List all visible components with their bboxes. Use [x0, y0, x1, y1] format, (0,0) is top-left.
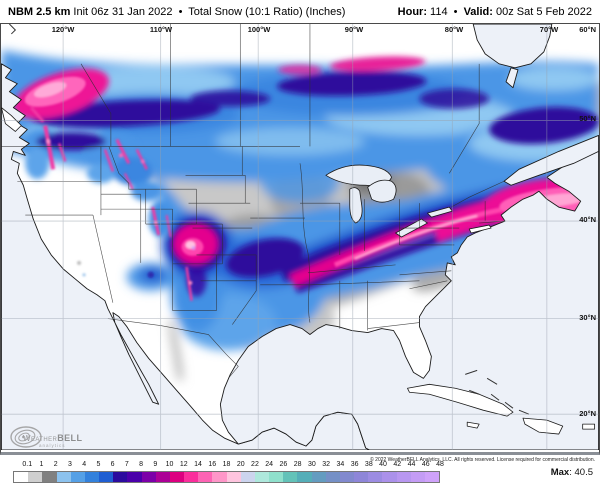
- legend-tick-label: 10: [165, 461, 174, 468]
- title-left: NBM 2.5 km Init 06z 31 Jan 2022 • Total …: [8, 6, 345, 18]
- legend-tick-label: 6: [110, 461, 115, 468]
- legend-tick-label: 40: [379, 461, 387, 468]
- legend-tick-label: 22: [251, 461, 259, 468]
- legend-cell: [269, 472, 284, 482]
- max-label: Max: [550, 467, 570, 478]
- legend-tick-label: 2: [53, 461, 58, 468]
- title-right: Hour: 114 • Valid: 00z Sat 5 Feb 2022: [398, 6, 592, 18]
- legend-cell: [368, 472, 383, 482]
- legend-cell: [127, 472, 142, 482]
- weatherbell-logo: WeatherBELL analytics: [9, 424, 83, 452]
- valid-value: 00z Sat 5 Feb 2022: [495, 5, 592, 18]
- legend-tick-label: 18: [222, 461, 231, 468]
- legend-tick-label: 9: [153, 461, 158, 468]
- legend-tick-label: 46: [421, 461, 430, 468]
- title-separator: •: [178, 5, 183, 18]
- legend-cell: [424, 472, 440, 482]
- legend-tick-label: 0.1: [22, 461, 33, 468]
- legend-cell: [28, 472, 43, 482]
- legend-cell: [396, 472, 411, 482]
- legend-cell: [84, 472, 100, 482]
- legend-cell: [240, 472, 255, 482]
- product-name: Total Snow (10:1 Ratio) (Inches): [188, 5, 346, 18]
- legend-cell: [283, 472, 298, 482]
- lon-label-70w: 70°W: [539, 25, 559, 34]
- legend-cell: [212, 472, 227, 482]
- legend-cell: [169, 472, 185, 482]
- lat-label-20n: 20°N: [579, 409, 596, 418]
- legend-cell: [184, 472, 199, 482]
- legend-tick-label: 42: [393, 461, 402, 468]
- legend-tick-label: 48: [436, 461, 444, 468]
- legend-cell: [354, 472, 369, 482]
- legend-tick-label: 28: [293, 461, 302, 468]
- legend-cell: [410, 472, 425, 482]
- lat-label-50n: 50°N: [579, 114, 596, 123]
- forecast-map: 120°W 110°W 100°W 90°W 80°W 70°W 60°N 50…: [0, 23, 600, 455]
- legend-tick-label: 32: [322, 461, 331, 468]
- legend-tick-label: 30: [307, 461, 316, 468]
- legend-tick-label: 38: [364, 461, 373, 468]
- legend-bar: [13, 471, 440, 483]
- legend-tick-label: 7: [124, 461, 129, 468]
- legend-cell: [56, 472, 71, 482]
- legend-tick-label: 26: [279, 461, 288, 468]
- lon-label-90w: 90°W: [344, 25, 364, 34]
- legend-tick-label: 3: [67, 461, 72, 468]
- model-name: NBM 2.5 km: [8, 5, 71, 18]
- legend-cell: [325, 472, 340, 482]
- legend-tick-label: 4: [82, 461, 87, 468]
- lon-label-100w: 100°W: [247, 25, 271, 34]
- legend-tick-label: 44: [407, 461, 416, 468]
- lon-label-80w: 80°W: [444, 25, 464, 34]
- lon-label-110w: 110°W: [149, 25, 173, 34]
- copyright-text: © 2022 WeatherBELL Analytics, LLC. All r…: [370, 457, 595, 463]
- logo-subtext: analytics: [39, 443, 66, 448]
- valid-label: Valid:: [463, 5, 493, 18]
- lat-label-40n: 40°N: [579, 215, 596, 224]
- legend-cell: [155, 472, 170, 482]
- legend-tick-label: 1: [39, 461, 44, 468]
- init-time: Init 06z 31 Jan 2022: [73, 5, 173, 18]
- legend-tick-label: 14: [194, 461, 202, 468]
- legend-cell: [14, 472, 29, 482]
- max-value: 40.5: [574, 467, 594, 478]
- hour-value: 114: [430, 5, 448, 18]
- max-value-readout: Max: 40.5: [550, 467, 594, 478]
- legend-cell: [339, 472, 355, 482]
- color-scale-ticks: 0.1 1 2 3 4 5 6 7 8 9 10 12 14 16 18 20 22 24 26 28 30 32 34 36…: [13, 461, 444, 470]
- legend-tick-label: 20: [236, 461, 245, 468]
- legend-cell: [99, 472, 114, 482]
- legend-cell: [113, 472, 128, 482]
- legend-cell: [141, 472, 156, 482]
- legend-tick-label: 16: [208, 461, 217, 468]
- legend-footer: © 2022 WeatherBELL Analytics, LLC. All r…: [0, 455, 600, 492]
- legend-cell: [297, 472, 312, 482]
- legend-cell: [382, 472, 397, 482]
- legend-tick-label: 8: [139, 461, 144, 468]
- legend-cell: [226, 472, 241, 482]
- logo-text: WeatherBELL: [23, 433, 83, 443]
- color-scale: 0.1 1 2 3 4 5 6 7 8 9 10 12 14 16 18 20 22 24 26 28 30 32 34 36…: [13, 461, 444, 489]
- lat-label-30n: 30°N: [579, 313, 596, 322]
- legend-tick-label: 34: [336, 461, 345, 468]
- legend-cell: [198, 472, 213, 482]
- legend-cell: [311, 472, 326, 482]
- lat-label-60n: 60°N: [579, 25, 596, 34]
- lon-label-120w: 120°W: [51, 25, 75, 34]
- valid-separator: •: [453, 5, 458, 18]
- legend-tick-label: 24: [265, 461, 274, 468]
- header-bar: NBM 2.5 km Init 06z 31 Jan 2022 • Total …: [0, 0, 600, 23]
- legend-cell: [254, 472, 270, 482]
- legend-tick-label: 12: [179, 461, 188, 468]
- legend-tick-label: 5: [96, 461, 101, 468]
- legend-cell: [70, 472, 85, 482]
- legend-tick-label: 36: [350, 461, 359, 468]
- hour-label: Hour:: [397, 5, 427, 18]
- logo-swirl-icon: [10, 426, 42, 448]
- legend-cell: [42, 472, 57, 482]
- map-graphic: [1, 24, 599, 450]
